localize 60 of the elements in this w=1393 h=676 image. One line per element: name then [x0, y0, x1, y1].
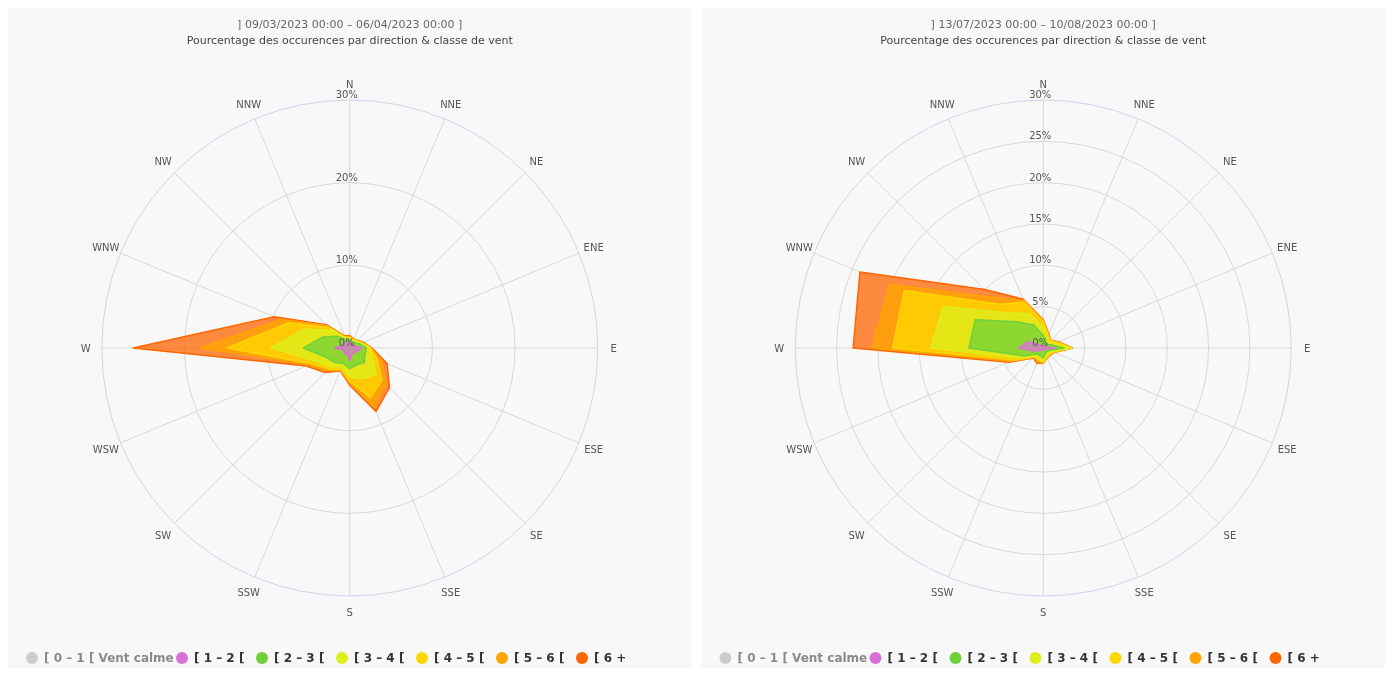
spoke-label: S: [346, 607, 353, 618]
y-tick-label: 30%: [335, 89, 358, 100]
spoke-label: SW: [848, 529, 865, 541]
legend-label: [ 3 – 4 [: [354, 651, 405, 665]
y-tick-label: 5%: [1032, 295, 1049, 307]
spoke-label: WNW: [92, 241, 120, 253]
spoke-label: N: [346, 79, 354, 90]
text: [ 0 – 1 [ Vent calme: [737, 651, 868, 665]
spoke-label: NNW: [236, 99, 262, 111]
spoke-label: SW: [154, 529, 172, 541]
spoke-label: N: [1039, 79, 1047, 90]
legend-label: [ 5 – 6 [: [1207, 651, 1258, 665]
chart-title: ] 09/03/2023 00:00 – 06/04/2023 00:00 ]: [237, 18, 463, 31]
chart-subtitle: Pourcentage des occurences par direction & classe de vent: [186, 34, 514, 47]
spoke-label: NE: [1223, 156, 1237, 168]
legend-label: [ 6 +: [594, 651, 627, 665]
spoke-label: SSE: [441, 586, 461, 598]
chart-title: ] 13/07/2023 00:00 – 10/08/2023 00:00 ]: [930, 18, 1156, 31]
spoke-label: ESE: [584, 444, 604, 456]
spoke-label: SE: [530, 529, 543, 541]
y-tick-label: 10%: [1029, 254, 1052, 266]
legend-label: [ 4 – 5 [: [1127, 651, 1178, 665]
spoke-label: NW: [847, 156, 866, 168]
spoke-label: ENE: [1277, 241, 1298, 253]
y-tick-label: 30%: [1029, 89, 1052, 100]
legend-label: [ 2 – 3 [: [274, 651, 325, 665]
spoke-label: NNE: [1133, 99, 1155, 111]
spoke-label: E: [1304, 343, 1311, 354]
spoke-label: W: [774, 343, 785, 354]
y-tick-label: 0%: [338, 337, 355, 348]
spoke-label: WNW: [785, 241, 814, 253]
spoke-label: NNW: [929, 99, 955, 111]
legend-label: [ 4 – 5 [: [434, 651, 485, 665]
legend-label: [ 2 – 3 [: [967, 651, 1018, 665]
spoke-label: ESE: [1277, 444, 1297, 456]
spoke-label: NW: [154, 156, 172, 168]
y-tick-label: 15%: [1029, 213, 1052, 224]
spoke-label: NE: [529, 156, 544, 168]
text: [ 0 – 1 [ Vent calme: [44, 651, 174, 665]
legend-label: [ 1 – 2 [: [194, 651, 245, 665]
spoke-label: SE: [1223, 529, 1237, 541]
legend-label: [ 5 – 6 [: [514, 651, 565, 665]
spoke-label: S: [1040, 607, 1047, 618]
legend-label: [ 6 +: [1287, 651, 1320, 665]
legend-label: [ 1 – 2 [: [887, 651, 938, 665]
spoke-label: E: [610, 343, 617, 354]
y-tick-label: 10%: [335, 254, 358, 266]
spoke-label: NNE: [440, 99, 462, 111]
y-tick-label: 20%: [1029, 171, 1052, 183]
y-tick-label: 20%: [335, 171, 358, 183]
spoke-label: W: [80, 343, 91, 354]
legend-label: [ 3 – 4 [: [1047, 651, 1098, 665]
spoke-label: SSW: [237, 586, 261, 598]
spoke-label: WSW: [786, 444, 813, 456]
spoke-label: WSW: [92, 444, 120, 456]
spoke-label: SSW: [930, 586, 954, 598]
chart-subtitle: Pourcentage des occurences par direction & classe de vent: [880, 34, 1207, 47]
spoke-label: SSE: [1134, 586, 1154, 598]
spoke-label: ENE: [583, 241, 604, 253]
y-tick-label: 25%: [1029, 130, 1052, 142]
